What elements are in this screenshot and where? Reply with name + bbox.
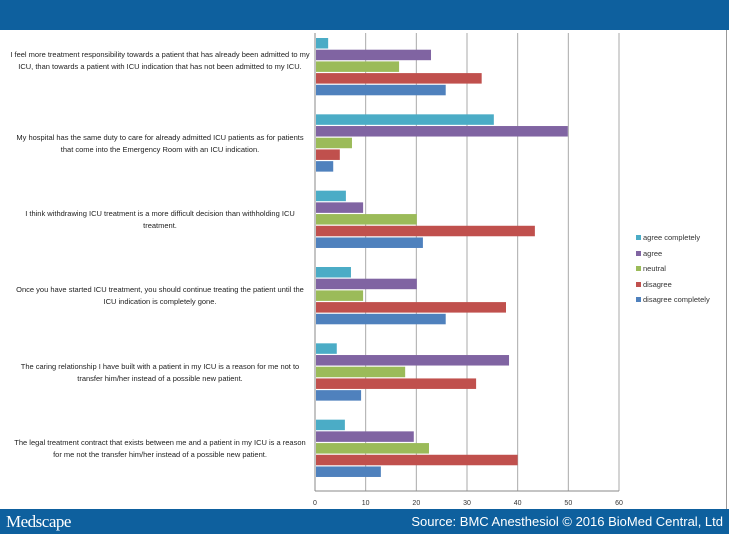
bar-disagree-completely [316,84,446,96]
legend-swatch [636,297,641,303]
category-label: I feel more treatment responsibility tow… [10,50,310,72]
legend: agree completely agree neutral disagree disa… [636,230,710,308]
legend-item: neutral [636,261,710,277]
header-bar [0,0,729,30]
bar-neutral [316,61,400,72]
bar-disagree [316,149,340,160]
bar-agree-completely [316,267,351,278]
legend-item: agree [636,246,710,262]
legend-item: disagree [636,277,710,293]
x-tick-label: 60 [615,500,623,507]
bar-agree [316,49,432,61]
bar-neutral [316,290,364,301]
x-tick-label: 30 [463,500,471,507]
bar-agree-completely [316,190,346,202]
legend-label: neutral [643,264,666,274]
bar-disagree-completely [316,237,423,248]
category-label: The caring relationship I have built wit… [20,361,300,383]
legend-swatch [636,281,641,287]
legend-label: disagree [643,279,672,289]
source-credit: Source: BMC Anesthesiol © 2016 BioMed Ce… [411,514,723,529]
chart-frame [0,30,727,509]
bar-neutral [316,214,417,225]
bar-agree [316,355,510,366]
footer-bar: Medscape Source: BMC Anesthesiol © 2016 … [0,509,729,534]
bar-disagree-completely [316,313,446,325]
legend-label: disagree completely [643,295,710,305]
x-tick-label: 50 [564,500,572,507]
bar-neutral [316,443,429,454]
bar-neutral [316,366,406,378]
category-label: I think withdrawing ICU treatment is a m… [25,208,295,230]
bar-agree [316,202,364,213]
bar-disagree [316,378,477,389]
legend-swatch [636,266,641,272]
medscape-logo[interactable]: Medscape [6,512,71,531]
legend-swatch [636,235,641,241]
bar-agree [316,431,414,442]
bar-disagree [316,454,518,466]
legend-label: agree [643,248,663,258]
bar-disagree-completely [316,466,381,477]
legend-label: agree completely [643,233,701,243]
x-tick-label: 40 [514,500,522,507]
bar-disagree [316,302,506,313]
category-label: My hospital has the same duty to care fo… [16,132,304,154]
bar-agree-completely [316,114,494,125]
bar-disagree-completely [316,390,362,401]
x-tick-label: 0 [313,500,317,507]
category-label: Once you have started ICU treatment, you… [16,285,304,307]
bar-neutral [316,137,352,149]
bar-disagree [316,73,482,84]
legend-item: agree completely [636,230,710,246]
category-label: The legal treatment contract that exists… [14,437,306,459]
bar-agree-completely [316,38,329,49]
legend-item: disagree completely [636,292,710,308]
bar-agree [316,278,417,290]
bar-agree-completely [316,419,345,431]
bar-disagree-completely [316,161,334,172]
bar-agree-completely [316,343,337,354]
bar-agree [316,126,568,137]
bar-disagree [316,225,535,237]
legend-swatch [636,250,641,256]
x-tick-label: 20 [412,500,420,507]
x-tick-label: 10 [362,500,370,507]
